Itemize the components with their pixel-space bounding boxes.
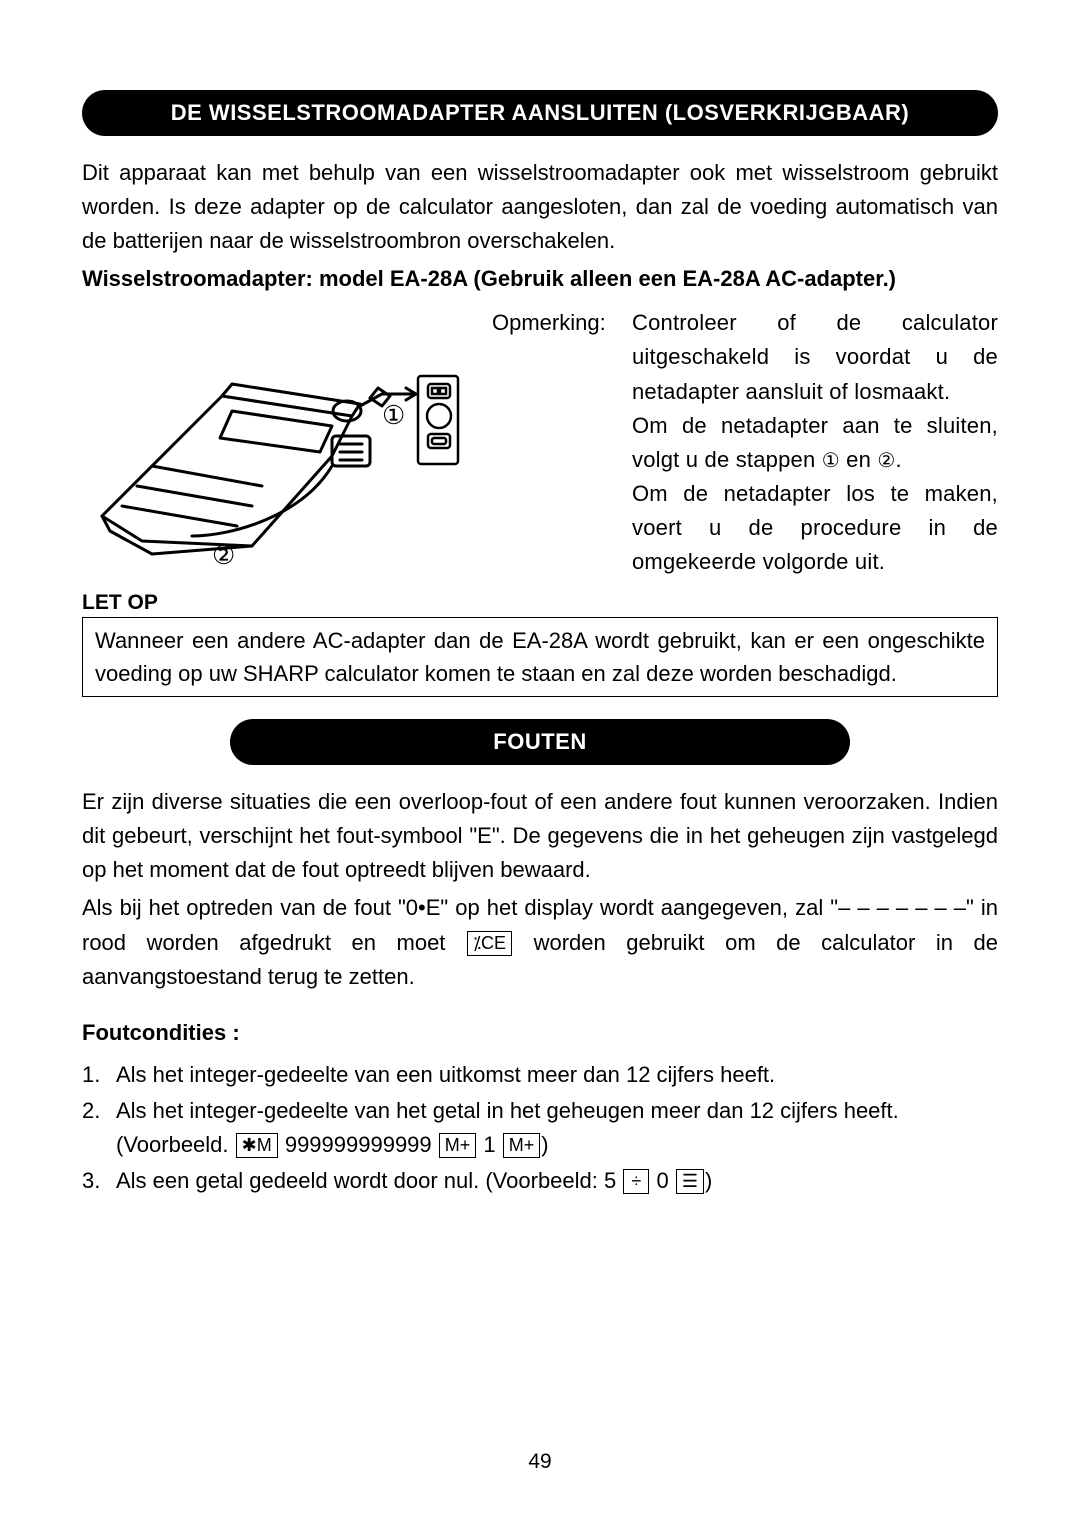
note-body: Controleer of de calculator uitgeschakel… — [632, 306, 998, 579]
note-line2end: . — [896, 447, 902, 472]
cond3-num: 3. — [82, 1164, 116, 1198]
adapter-model-line: Wisselstroomadapter: model EA-28A (Gebru… — [82, 262, 998, 296]
conditions-heading: Foutcondities : — [82, 1020, 998, 1046]
key-star-m: ✱M — [236, 1133, 278, 1158]
cond3a: Als een getal gedeeld wordt door nul. (V… — [116, 1168, 622, 1193]
circled-2: ② — [877, 446, 895, 477]
key-mplus-2: M+ — [503, 1133, 541, 1158]
section2-p2: Als bij het optreden van de fout "0•E" o… — [82, 891, 998, 993]
cond2-num: 2. — [82, 1094, 116, 1162]
key-equals: ☰ — [676, 1169, 704, 1194]
key-ce: ⁒CE — [467, 931, 512, 956]
cond1-body: Als het integer-gedeelte van een uitkoms… — [116, 1058, 998, 1092]
note-conn: en — [840, 447, 878, 472]
key-divide: ÷ — [623, 1169, 649, 1194]
warning-box: Wanneer een andere AC-adapter dan de EA-… — [82, 617, 998, 697]
note-label: Opmerking: — [492, 306, 632, 579]
circled-1: ① — [822, 446, 840, 477]
condition-1: 1. Als het integer-gedeelte van een uitk… — [82, 1058, 998, 1092]
cond2-body: Als het integer-gedeelte van het getal i… — [116, 1094, 998, 1162]
calculator-adapter-svg: ① ② — [82, 366, 462, 566]
adapter-figure-row: ① ② Opmerking: Controleer of de calculat… — [82, 306, 998, 579]
cond2b: 999999999999 — [279, 1132, 438, 1157]
cond1-num: 1. — [82, 1058, 116, 1092]
note-line2a: Om de netadapter aan te sluiten, volgt u… — [632, 413, 998, 472]
condition-3: 3. Als een getal gedeeld wordt door nul.… — [82, 1164, 998, 1198]
section2-p1: Er zijn diverse situaties die een overlo… — [82, 785, 998, 887]
section1-title: DE WISSELSTROOMADAPTER AANSLUITEN (LOSVE… — [82, 90, 998, 136]
note-line3: Om de netadapter los te maken, voert u d… — [632, 481, 998, 574]
cond3b: 0 — [650, 1168, 674, 1193]
svg-text:①: ① — [382, 400, 405, 430]
cond3c: ) — [705, 1168, 712, 1193]
letop-label: LET OP — [82, 591, 998, 615]
cond2d: ) — [541, 1132, 548, 1157]
svg-text:②: ② — [212, 540, 235, 566]
section2-title: FOUTEN — [230, 719, 850, 765]
note-line1: Controleer of de calculator uitgeschakel… — [632, 310, 998, 403]
conditions-list: 1. Als het integer-gedeelte van een uitk… — [82, 1058, 998, 1198]
page-number: 49 — [0, 1450, 1080, 1474]
section1-intro: Dit apparaat kan met behulp van een wiss… — [82, 156, 998, 258]
cond2c: 1 — [477, 1132, 501, 1157]
adapter-diagram: ① ② — [82, 306, 462, 579]
key-mplus-1: M+ — [439, 1133, 477, 1158]
condition-2: 2. Als het integer-gedeelte van het geta… — [82, 1094, 998, 1162]
adapter-note-column: Opmerking: Controleer of de calculator u… — [492, 306, 998, 579]
cond3-body: Als een getal gedeeld wordt door nul. (V… — [116, 1164, 998, 1198]
